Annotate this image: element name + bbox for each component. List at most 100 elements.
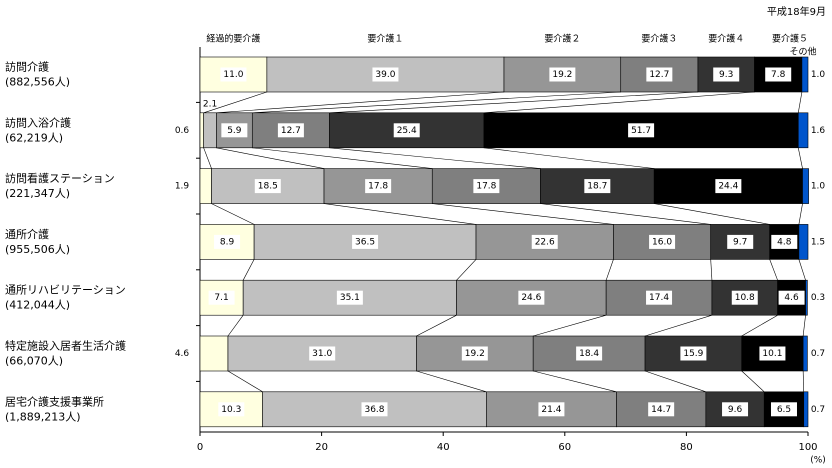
label-box: [576, 346, 603, 361]
label-box: [277, 123, 304, 138]
data-label: 21.4: [541, 405, 561, 415]
data-label: 10.3: [221, 405, 241, 415]
data-label: 11.0: [223, 70, 243, 80]
bar-segment: [798, 224, 809, 260]
data-label: 14.7: [651, 405, 671, 415]
data-label: 22.6: [535, 237, 555, 247]
label-box: [214, 234, 241, 249]
data-label: 36.8: [364, 405, 384, 415]
data-label: 35.1: [340, 293, 360, 303]
category-count: (1,889,213人): [5, 410, 81, 423]
connector: [416, 314, 457, 337]
connector: [329, 91, 698, 114]
label-box: [221, 123, 248, 138]
label-box: [531, 234, 558, 249]
bar-segment: [199, 168, 212, 204]
connector: [227, 370, 263, 393]
label-box: [336, 290, 363, 305]
label-box: [538, 402, 565, 417]
data-label: 18.5: [258, 182, 278, 192]
label-box: [727, 234, 754, 249]
label-box: [584, 179, 611, 194]
data-label: 7.1: [214, 293, 228, 303]
label-box: [372, 67, 399, 82]
legend-label: 経過的要介護: [206, 33, 260, 45]
data-label: 1.0: [811, 182, 826, 192]
data-label: 12.7: [281, 126, 301, 136]
data-label: 9.6: [728, 405, 743, 415]
label-box: [648, 402, 675, 417]
data-label: 10.1: [762, 349, 782, 359]
label-box: [765, 67, 792, 82]
bar-segment: [802, 168, 809, 204]
category-count: (221,347人): [5, 187, 70, 200]
data-label: 36.5: [355, 237, 375, 247]
data-label: 2.1: [203, 99, 217, 109]
connector: [605, 259, 614, 281]
label-box: [365, 179, 392, 194]
data-label: 10.8: [735, 293, 755, 303]
connector: [456, 259, 477, 281]
data-label: 0.6: [175, 126, 190, 136]
bar-segment: [802, 335, 808, 372]
data-label: 0.7: [811, 405, 825, 415]
data-label: 4.6: [784, 293, 799, 303]
category-label: 通所介護: [5, 227, 49, 241]
x-tick-label: 40: [437, 442, 450, 453]
label-box: [352, 234, 379, 249]
label-box: [218, 402, 245, 417]
connector: [252, 91, 621, 114]
connector: [802, 370, 805, 392]
data-label: 17.8: [368, 182, 388, 192]
connector: [242, 259, 255, 281]
connector: [252, 147, 433, 169]
label-box: [731, 290, 758, 305]
label-box: [778, 290, 805, 305]
category-count: (882,556人): [5, 76, 70, 89]
bar-segment: [199, 112, 204, 149]
label-box: [680, 346, 707, 361]
data-label: 24.4: [718, 182, 738, 192]
legend-label: 要介護２: [544, 33, 580, 45]
legend-label: その他: [789, 46, 816, 58]
label-box: [208, 290, 235, 305]
connector: [644, 314, 713, 337]
data-label: 1.0: [811, 70, 826, 80]
data-label: 17.8: [476, 182, 496, 192]
label-box: [309, 346, 336, 361]
label-box: [646, 290, 673, 305]
connector: [769, 259, 778, 281]
data-label: 16.0: [652, 237, 672, 247]
connector: [644, 370, 706, 393]
data-label: 9.7: [733, 237, 747, 247]
data-label: 17.4: [649, 293, 669, 303]
data-label: 1.9: [175, 182, 190, 192]
data-label: 4.8: [777, 237, 792, 247]
data-label: 1.6: [811, 126, 826, 136]
connector: [203, 147, 212, 169]
x-tick-label: 0: [197, 442, 203, 453]
connector: [216, 91, 505, 114]
connector: [483, 91, 755, 114]
data-label: 18.4: [579, 349, 599, 359]
category-label: 訪問看護ステーション: [5, 171, 115, 185]
connector: [797, 91, 803, 113]
connector: [710, 259, 713, 281]
connector: [533, 314, 607, 337]
connector: [227, 315, 244, 337]
data-label: 6.5: [777, 405, 791, 415]
bar-segment: [803, 391, 809, 428]
data-label: 31.0: [312, 349, 332, 359]
data-label: 51.7: [631, 126, 651, 136]
bar-segment: [199, 335, 229, 372]
data-label: 24.6: [521, 293, 541, 303]
date-note: 平成18年9月: [767, 5, 826, 18]
bar-segment: [805, 279, 808, 316]
connector: [329, 147, 541, 169]
label-box: [473, 179, 500, 194]
label-box: [713, 67, 740, 82]
data-label: 15.9: [683, 349, 703, 359]
connector: [802, 315, 806, 337]
data-label: 0.7: [811, 349, 825, 359]
category-label: 特定施設入居者生活介護: [5, 339, 126, 353]
